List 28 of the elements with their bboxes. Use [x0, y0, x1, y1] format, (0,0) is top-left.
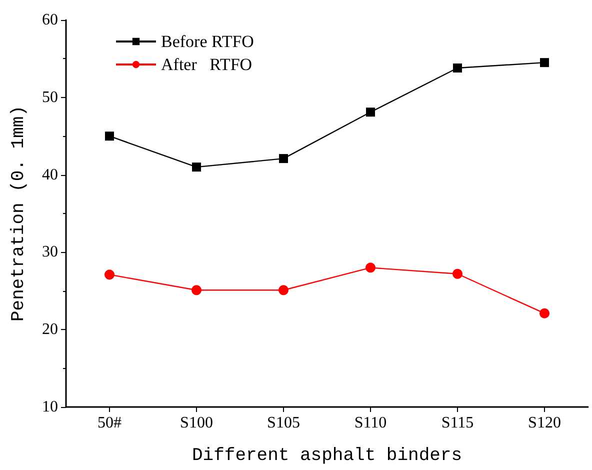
point: [453, 63, 462, 72]
x-tick-label: S120: [528, 414, 561, 432]
y-tick-label: 40: [42, 166, 58, 184]
point: [278, 285, 288, 296]
point: [104, 270, 114, 280]
legend-label: After RTFO: [161, 55, 252, 74]
x-axis-title: Different asphalt binders: [192, 446, 462, 466]
x-tick-label: S105: [267, 414, 300, 432]
y-tick-label: 10: [42, 398, 58, 416]
x-tick-label: 50#: [98, 414, 122, 432]
x-tick-label: S110: [354, 414, 387, 432]
point: [105, 132, 114, 141]
y-tick-label: 50: [42, 88, 58, 106]
point: [366, 108, 375, 117]
point: [540, 308, 550, 318]
x-tick-label: S115: [441, 414, 474, 432]
point: [452, 268, 462, 279]
y-tick-label: 30: [42, 244, 58, 261]
point: [192, 162, 201, 172]
legend-label: Before RTFO: [161, 32, 254, 51]
point: [192, 285, 202, 296]
y-tick-label: 60: [42, 12, 58, 28]
point: [366, 262, 376, 273]
y-tick-label: 20: [42, 321, 58, 338]
point: [279, 154, 288, 164]
y-axis-title: Penetration (0. 1mm): [9, 105, 29, 322]
x-tick-label: S100: [180, 414, 213, 432]
point: [540, 58, 549, 68]
